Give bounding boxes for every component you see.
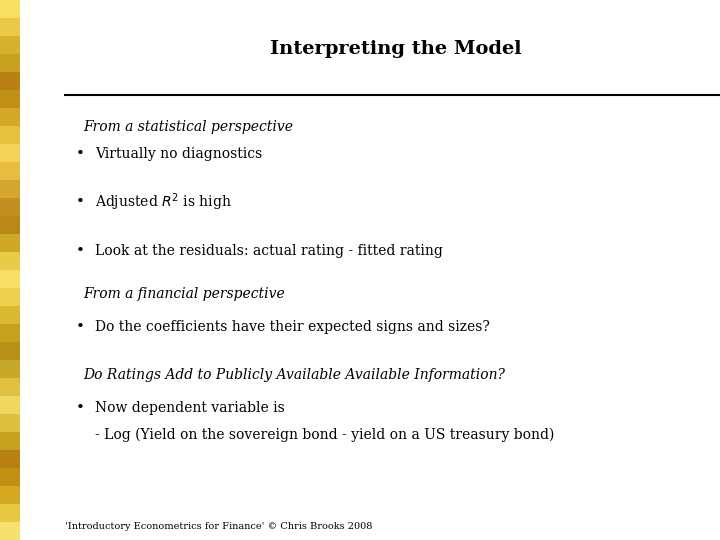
Bar: [0, 360, 20, 378]
Bar: [0, 108, 20, 126]
Text: •: •: [76, 195, 84, 210]
Text: Do Ratings Add to Publicly Available Available Information?: Do Ratings Add to Publicly Available Ava…: [83, 368, 505, 382]
Bar: [0, 54, 20, 72]
Bar: [0, 306, 20, 324]
Bar: [0, 378, 20, 396]
Text: •: •: [76, 401, 84, 415]
Bar: [0, 36, 20, 54]
Text: Virtually no diagnostics: Virtually no diagnostics: [95, 147, 262, 161]
Text: Do the coefficients have their expected signs and sizes?: Do the coefficients have their expected …: [95, 320, 490, 334]
Bar: [0, 252, 20, 270]
Bar: [0, 234, 20, 252]
Bar: [0, 468, 20, 486]
Text: •: •: [76, 147, 84, 161]
Text: •: •: [76, 320, 84, 334]
Bar: [0, 144, 20, 162]
Bar: [0, 126, 20, 144]
Bar: [0, 486, 20, 504]
Bar: [0, 324, 20, 342]
Bar: [0, 198, 20, 216]
Bar: [0, 414, 20, 432]
Bar: [0, 504, 20, 522]
Bar: [0, 216, 20, 234]
Text: •: •: [76, 244, 84, 258]
Bar: [0, 90, 20, 108]
Bar: [0, 288, 20, 306]
Text: Look at the residuals: actual rating - fitted rating: Look at the residuals: actual rating - f…: [95, 244, 443, 258]
Text: From a financial perspective: From a financial perspective: [83, 287, 284, 301]
Bar: [0, 270, 20, 288]
Bar: [0, 342, 20, 360]
Text: Now dependent variable is: Now dependent variable is: [95, 401, 285, 415]
Text: From a statistical perspective: From a statistical perspective: [83, 120, 293, 134]
Bar: [0, 18, 20, 36]
Bar: [0, 450, 20, 468]
Bar: [0, 72, 20, 90]
Text: Adjusted $R^2$ is high: Adjusted $R^2$ is high: [95, 192, 232, 213]
Text: Interpreting the Model: Interpreting the Model: [270, 39, 522, 58]
Text: 'Introductory Econometrics for Finance' © Chris Brooks 2008: 'Introductory Econometrics for Finance' …: [65, 522, 372, 531]
Bar: [0, 162, 20, 180]
Text: - Log (Yield on the sovereign bond - yield on a US treasury bond): - Log (Yield on the sovereign bond - yie…: [95, 428, 554, 442]
Bar: [0, 180, 20, 198]
Bar: [0, 396, 20, 414]
Bar: [0, 522, 20, 540]
Bar: [0, 0, 20, 18]
Bar: [0, 432, 20, 450]
